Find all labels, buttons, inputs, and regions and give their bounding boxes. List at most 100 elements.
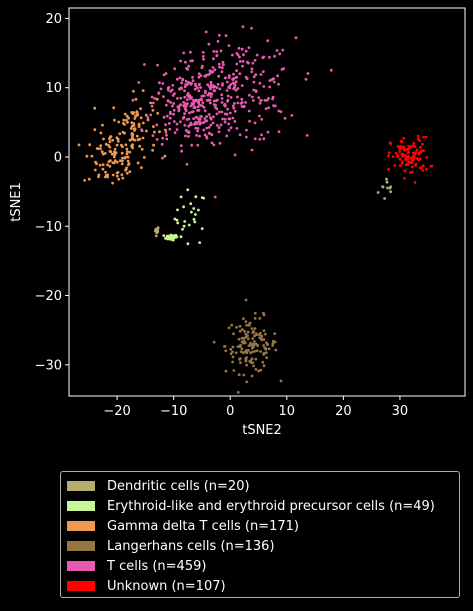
- scatter-point-series-5: [412, 141, 416, 145]
- scatter-point-series-3: [246, 337, 250, 341]
- scatter-point-series-4: [261, 56, 265, 60]
- scatter-point-series-4: [225, 89, 229, 92]
- scatter-point-series-4: [192, 106, 196, 110]
- scatter-point-series-4: [236, 95, 239, 99]
- scatter-point-series-4: [260, 133, 263, 137]
- y-tick-label: −10: [35, 220, 62, 235]
- scatter-point-series-2: [153, 130, 156, 134]
- scatter-point-series-4: [200, 94, 204, 98]
- scatter-point-series-2: [106, 173, 110, 177]
- scatter-point-series-2: [120, 173, 124, 177]
- scatter-point-series-4: [261, 70, 265, 73]
- scatter-point-series-2: [121, 159, 124, 163]
- scatter-point-series-4: [217, 126, 221, 130]
- scatter-point-series-4: [175, 77, 179, 81]
- scatter-point-series-4: [264, 107, 268, 110]
- x-tick-label: 0: [226, 404, 234, 419]
- scatter-point-series-3: [244, 359, 248, 363]
- scatter-point-series-4: [215, 112, 219, 116]
- scatter-point-series-3: [273, 340, 277, 344]
- scatter-point-series-4: [191, 79, 195, 82]
- scatter-point-series-5: [421, 169, 425, 172]
- scatter-point-series-2: [131, 133, 135, 136]
- scatter-point-series-4: [209, 123, 213, 127]
- scatter-point-series-4: [231, 116, 235, 120]
- scatter-point-series-4: [232, 106, 236, 110]
- scatter-point-series-4: [183, 95, 187, 99]
- scatter-point-series-1: [182, 205, 186, 209]
- scatter-point-series-1: [192, 217, 196, 221]
- scatter-point-series-4: [244, 101, 248, 104]
- scatter-point-series-4: [205, 119, 209, 123]
- scatter-point-series-3: [244, 298, 248, 302]
- scatter-point-series-5: [422, 135, 425, 139]
- scatter-point-series-1: [187, 223, 191, 227]
- scatter-point-series-4: [205, 126, 209, 130]
- scatter-point-series-4: [194, 126, 198, 130]
- scatter-point-series-2: [135, 134, 139, 138]
- scatter-point-series-5: [407, 160, 411, 164]
- scatter-point-series-3: [246, 330, 250, 334]
- scatter-point-series-2: [108, 140, 112, 144]
- scatter-point-series-3: [253, 317, 257, 320]
- scatter-point-series-3: [242, 373, 246, 377]
- scatter-point-series-4: [250, 95, 254, 99]
- scatter-point-series-4: [143, 63, 146, 66]
- scatter-point-series-3: [212, 340, 216, 344]
- scatter-point-series-2: [107, 143, 110, 147]
- scatter-point-series-3: [224, 349, 228, 353]
- scatter-point-series-2: [128, 170, 132, 174]
- scatter-point-series-2: [129, 126, 133, 130]
- scatter-point-series-3: [234, 351, 238, 355]
- scatter-point-series-4: [213, 68, 217, 72]
- scatter-point-series-4: [227, 128, 231, 132]
- scatter-point-series-5: [425, 156, 429, 159]
- scatter-point-series-4: [271, 95, 275, 99]
- scatter-point-series-4: [173, 131, 177, 135]
- scatter-point-series-3: [240, 340, 244, 344]
- scatter-point-series-4: [175, 122, 179, 126]
- legend-label: T cells (n=459): [107, 558, 207, 574]
- scatter-point-series-4: [212, 50, 216, 53]
- scatter-point-series-2: [158, 130, 161, 134]
- scatter-point-series-4: [227, 76, 231, 79]
- scatter-point-series-4: [193, 122, 196, 126]
- scatter-point-series-1: [183, 220, 187, 223]
- scatter-point-series-4: [175, 128, 179, 132]
- scatter-point-series-4: [208, 86, 212, 89]
- scatter-point-series-5: [413, 156, 416, 159]
- scatter-point-series-2: [123, 112, 127, 116]
- scatter-point-series-3: [253, 349, 257, 353]
- scatter-point-series-4: [187, 130, 191, 134]
- scatter-point-series-4: [160, 142, 164, 146]
- scatter-point-series-4: [234, 76, 238, 79]
- scatter-point-series-2: [120, 151, 124, 155]
- scatter-point-series-5: [424, 167, 428, 171]
- scatter-point-series-4: [228, 111, 232, 115]
- scatter-point-series-4: [155, 138, 159, 141]
- scatter-point-series-3: [232, 332, 235, 336]
- scatter-point-series-1: [186, 188, 190, 192]
- scatter-point-series-4: [282, 67, 285, 71]
- scatter-point-series-4: [221, 60, 225, 64]
- scatter-point-series-4: [149, 113, 153, 117]
- scatter-point-series-4: [234, 80, 238, 84]
- scatter-point-series-4: [171, 94, 175, 97]
- scatter-point-series-4: [252, 80, 256, 84]
- scatter-point-series-4: [199, 74, 203, 77]
- scatter-point-series-4: [250, 70, 254, 74]
- scatter-point-series-4: [227, 122, 231, 126]
- scatter-point-series-2: [137, 122, 141, 126]
- scatter-point-series-4: [217, 74, 221, 78]
- scatter-point-series-4: [157, 91, 161, 95]
- scatter-point-series-2: [104, 170, 107, 174]
- scatter-point-series-2: [146, 118, 150, 122]
- scatter-point-series-2: [115, 136, 119, 140]
- scatter-point-series-4: [210, 92, 214, 96]
- scatter-point-series-4: [205, 136, 209, 140]
- scatter-point-series-4: [179, 103, 183, 107]
- scatter-point-series-4: [198, 117, 202, 121]
- scatter-point-series-4: [192, 117, 196, 121]
- scatter-point-series-4: [169, 112, 172, 116]
- scatter-point-series-5: [387, 151, 391, 155]
